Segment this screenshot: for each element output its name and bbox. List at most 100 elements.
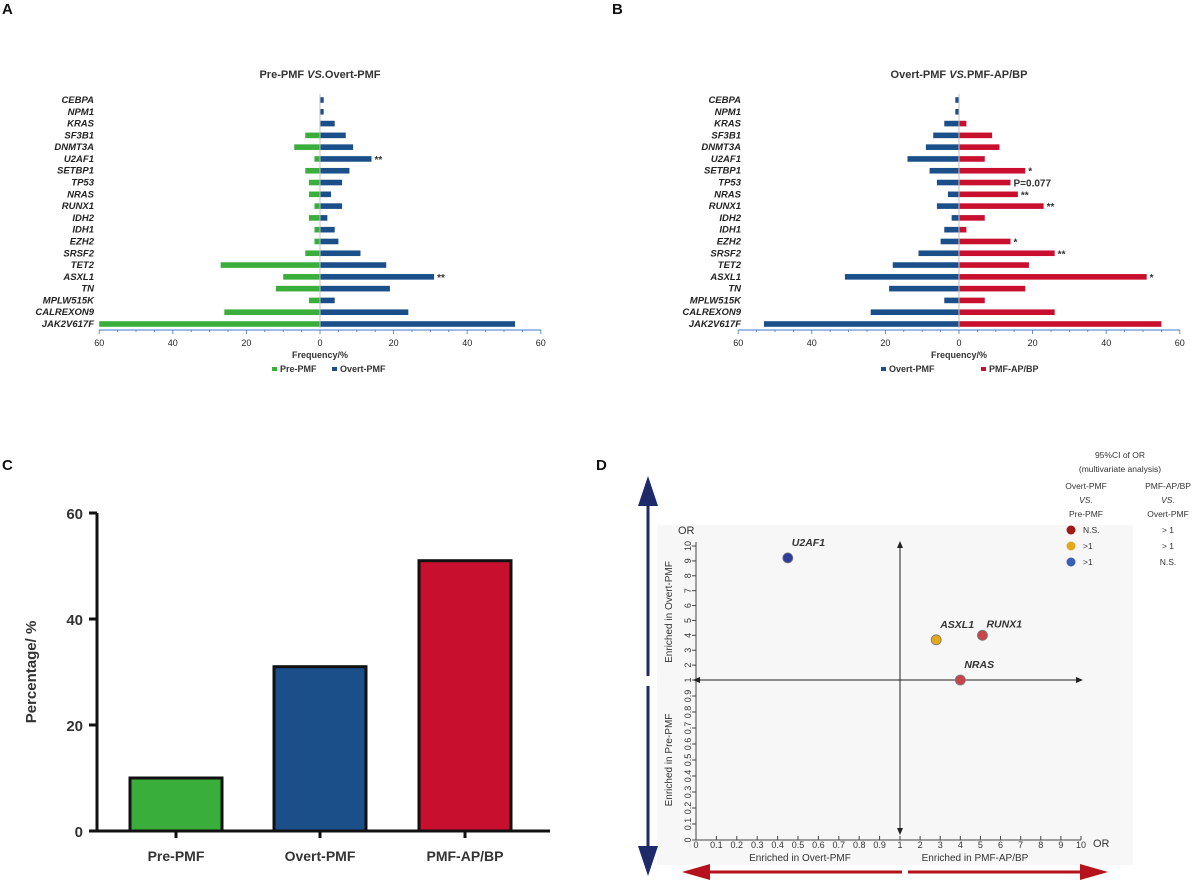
x-tick-label: 40 <box>168 338 178 348</box>
legend-marker <box>1066 557 1076 567</box>
x-tick-label: 0.3 <box>751 840 764 850</box>
x-tick-label: 0 <box>317 338 322 348</box>
category-label: SETBP1 <box>57 166 94 177</box>
x-tick-label: 0.4 <box>771 840 784 850</box>
x-tick-label: 6 <box>998 840 1003 850</box>
bar-pmf-ap-bp <box>959 144 1000 150</box>
y-tick-label: 60 <box>66 506 83 523</box>
bar-pmf-ap-bp <box>959 179 1011 186</box>
bar-overt-pmf <box>955 97 959 103</box>
legend-col2-value: N.S. <box>1160 557 1177 567</box>
x-tick-label: 0.2 <box>731 840 744 850</box>
significance-annotation: ** <box>1047 202 1055 213</box>
category-label: CEBPA <box>61 95 94 106</box>
x-tick-label: Pre-PMF <box>148 848 205 864</box>
y-tick-label: 0 <box>683 837 693 842</box>
bar-overt-pmf <box>272 665 368 833</box>
y-tick-label: 3 <box>683 648 693 653</box>
x-tick-label: 60 <box>94 338 104 348</box>
x-tick-label: 60 <box>1175 338 1185 348</box>
bar-overt-pmf <box>320 120 335 127</box>
y-tick-label: 6 <box>683 603 693 608</box>
category-label: CALREXON9 <box>682 307 741 318</box>
y-tick-label: 0.4 <box>683 770 693 783</box>
x-tick-label: 1 <box>897 840 902 850</box>
bar-pmf-ap-bp <box>959 215 985 221</box>
x-tick-label: 20 <box>880 338 890 348</box>
bar-pre-pmf <box>224 309 320 316</box>
bar-pre-pmf <box>220 262 320 268</box>
bar-pre-pmf <box>308 215 320 221</box>
legend-label: Overt-PMF <box>340 364 386 374</box>
x-tick-label: 5 <box>978 840 983 850</box>
bar-overt-pmf <box>320 132 346 139</box>
bar-overt-pmf <box>889 285 959 292</box>
legend-col1-line2: VS. <box>1079 495 1093 505</box>
bar-overt-pmf <box>320 191 332 198</box>
bar-overt-pmf <box>320 215 328 221</box>
x-tick-label: 10 <box>1076 840 1086 850</box>
bar-pmf-ap-bp <box>959 250 1055 257</box>
point-label: RUNX1 <box>986 618 1022 630</box>
category-label: SETBP1 <box>704 166 741 177</box>
point-label: ASXL1 <box>939 619 974 631</box>
arrowhead-small-down <box>897 828 903 835</box>
bar-overt-pmf <box>936 203 959 209</box>
bar-pmf-ap-bp <box>959 238 1011 245</box>
chart-title: Pre-PMF VS.Overt-PMF <box>259 69 380 81</box>
bar-pre-pmf <box>294 144 320 150</box>
legend-col1-value: >1 <box>1083 557 1093 567</box>
x-tick-label: 3 <box>938 840 943 850</box>
bar-overt-pmf <box>320 309 409 316</box>
bar-overt-pmf <box>320 238 339 245</box>
x-tick-label: 0.1 <box>710 840 723 850</box>
category-label: ASXL1 <box>62 272 94 283</box>
bar-overt-pmf <box>320 108 324 115</box>
legend-col2-line3: Overt-PMF <box>1147 509 1189 519</box>
plot-background <box>657 525 1133 865</box>
bar-overt-pmf <box>320 226 335 233</box>
x-tick-label: PMF-AP/BP <box>427 848 504 864</box>
x-tick-label: 0 <box>693 840 698 850</box>
x-tick-label: 8 <box>1038 840 1043 850</box>
bar-pmf-ap-bp <box>959 167 1026 174</box>
significance-annotation: ** <box>375 155 383 166</box>
y-tick-label: 0 <box>75 824 83 841</box>
category-label: IDH1 <box>72 225 94 236</box>
x-label-left: Enriched in Overt-PMF <box>749 853 851 864</box>
y-tick-label: 8 <box>683 573 693 578</box>
legend-marker <box>1066 525 1076 535</box>
y-tick-label: 20 <box>66 718 83 735</box>
bar-overt-pmf <box>907 156 959 162</box>
significance-annotation: ** <box>437 273 445 284</box>
chart-c: 0 20 40 60 Pre-PMF Overt-PMF PMF-AP/BP Percenta… <box>23 506 550 864</box>
category-label: DNMT3A <box>54 142 94 153</box>
category-label: KRAS <box>67 119 95 130</box>
y-tick-label: 7 <box>683 588 693 593</box>
bar-pmf-ap-bp <box>959 262 1029 268</box>
bar-pre-pmf <box>128 776 224 833</box>
bar-overt-pmf <box>870 309 959 316</box>
x-tick-label: 40 <box>462 338 472 348</box>
bar-pmf-ap-bp <box>959 203 1044 209</box>
category-label: TN <box>728 284 742 295</box>
bar-overt-pmf <box>320 274 435 280</box>
category-label: EZH2 <box>717 236 742 247</box>
category-label: TP53 <box>71 178 94 189</box>
x-tick-label: 7 <box>1018 840 1023 850</box>
bar-overt-pmf <box>320 156 372 162</box>
arrowhead-up <box>638 476 658 506</box>
category-label: MPLW515K <box>690 295 742 306</box>
legend-col2-value: > 1 <box>1162 525 1174 535</box>
category-label: KRAS <box>714 119 742 130</box>
bar-overt-pmf <box>944 120 959 127</box>
category-label: IDH2 <box>719 213 741 224</box>
point-label: U2AF1 <box>792 537 825 549</box>
significance-annotation: * <box>1014 237 1018 248</box>
x-label-right: Enriched in PMF-AP/BP <box>922 853 1029 864</box>
y-tick-label: 0.7 <box>683 722 693 735</box>
y-tick-label: 5 <box>683 618 693 623</box>
category-label: IDH1 <box>719 225 741 236</box>
y-tick-label: 9 <box>683 558 693 563</box>
